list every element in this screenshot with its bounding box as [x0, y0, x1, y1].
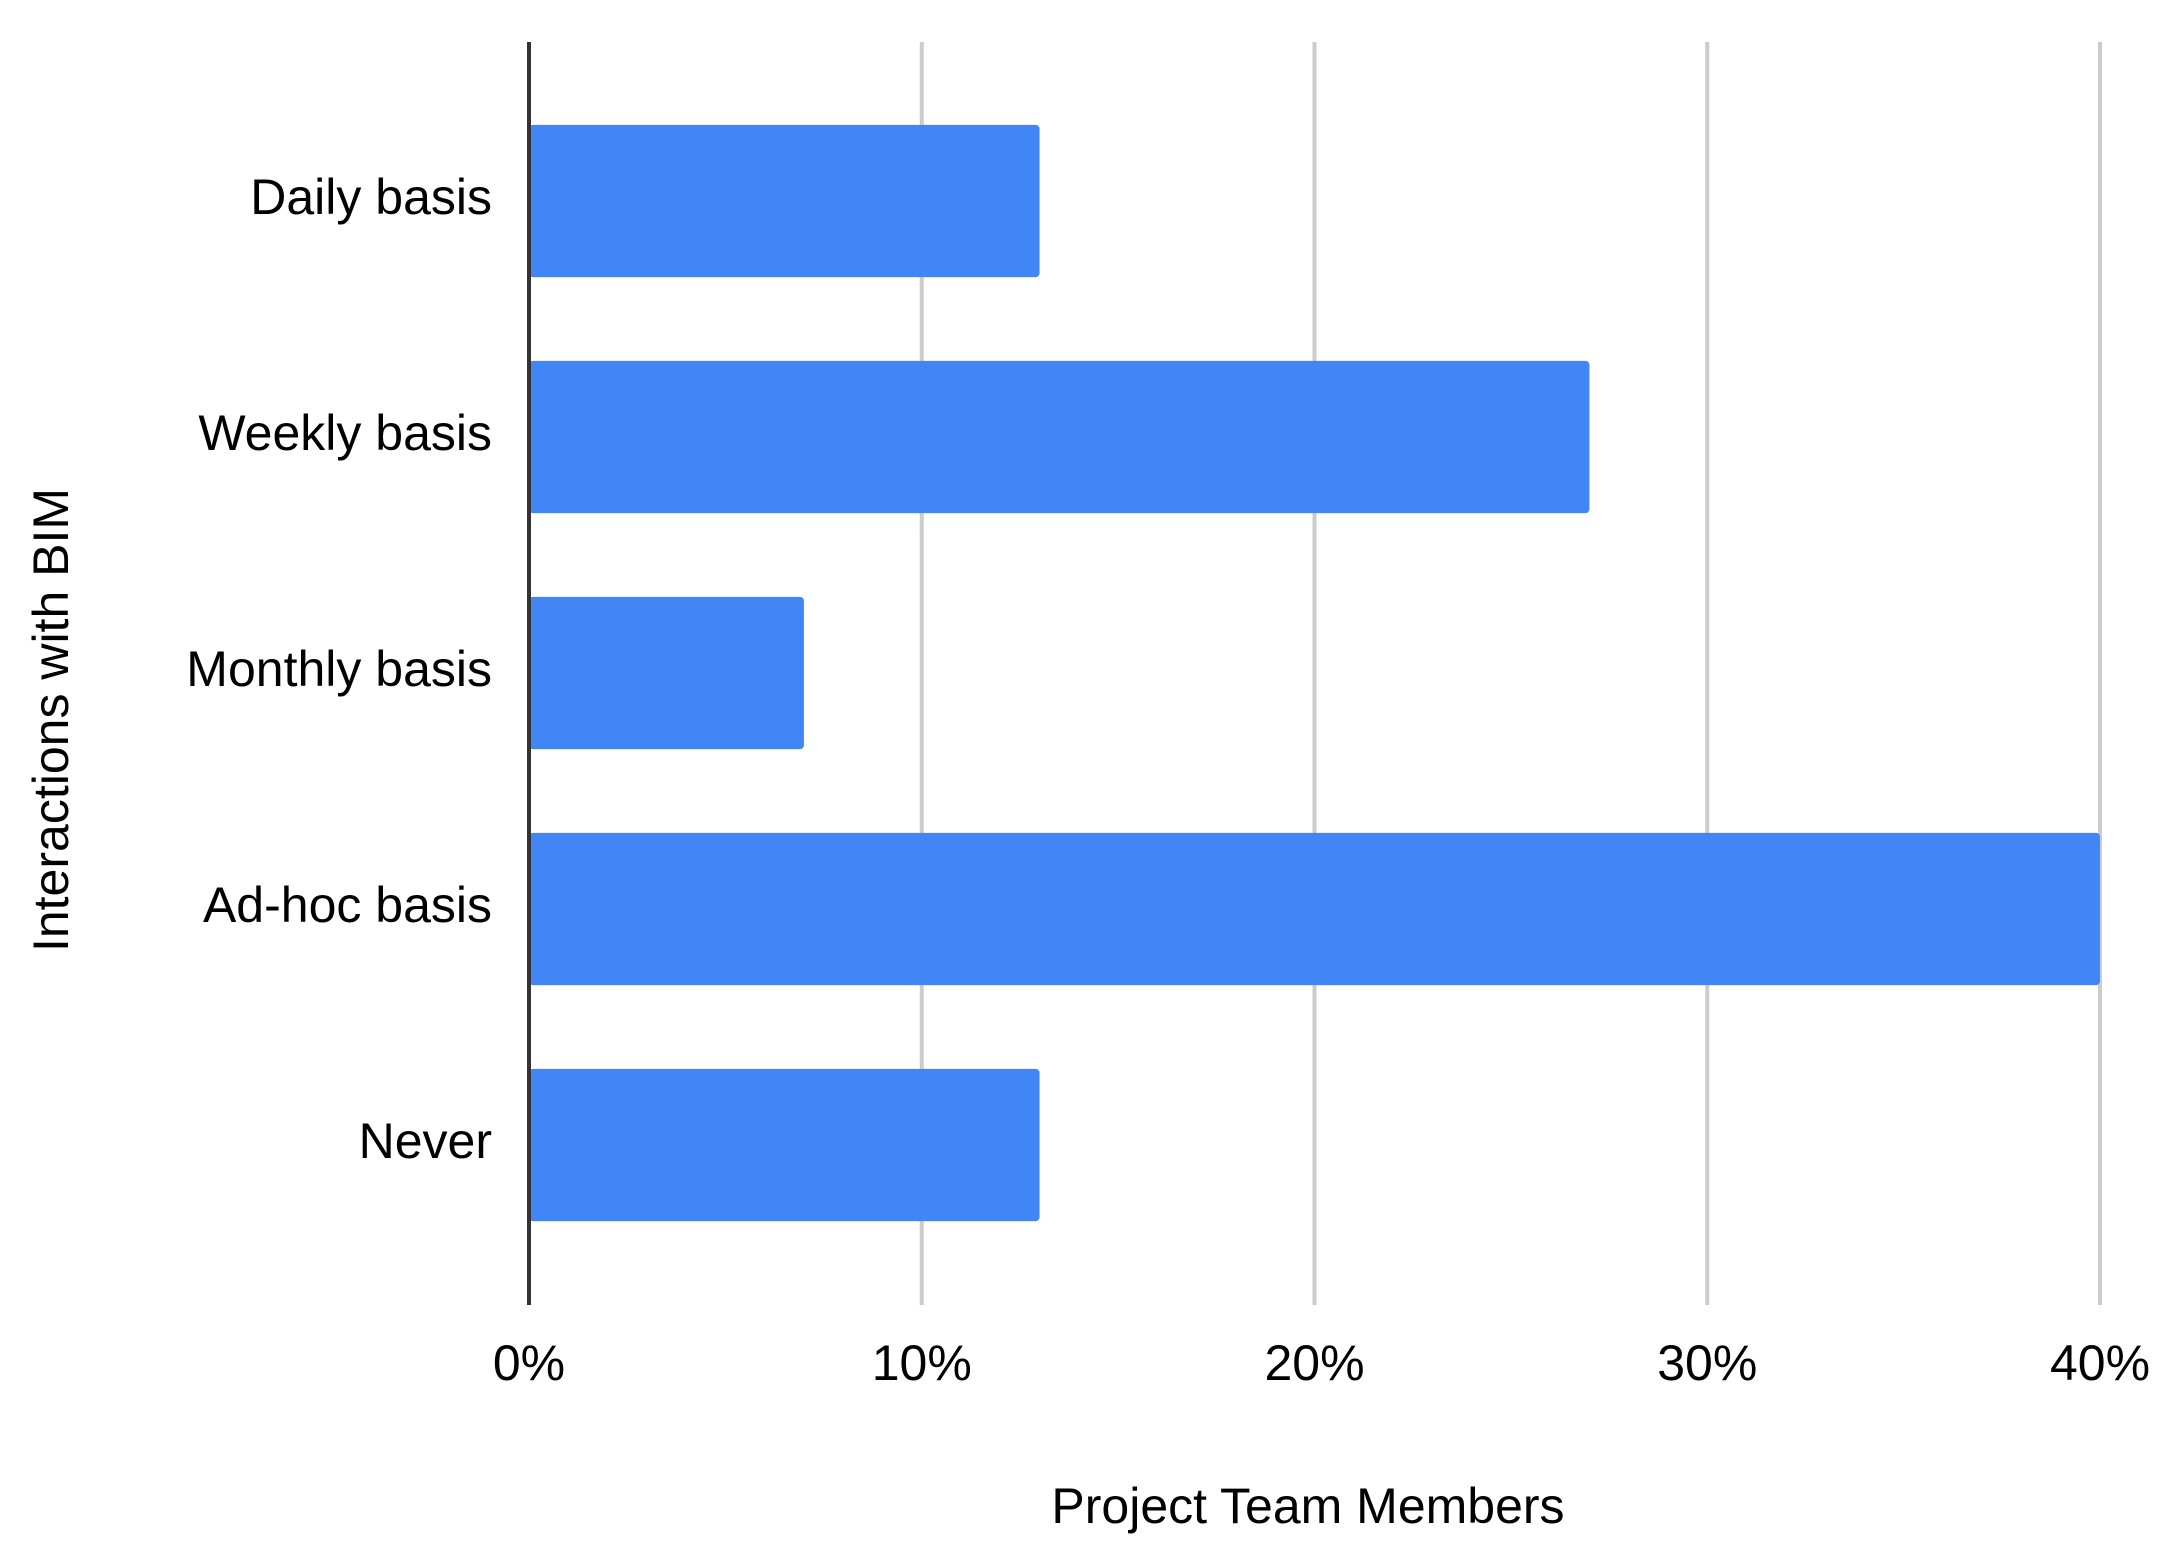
- x-tick-label: 10%: [872, 1335, 972, 1391]
- x-tick-label: 40%: [2050, 1335, 2150, 1391]
- bar: [529, 1068, 1040, 1222]
- x-tick-label: 30%: [1657, 1335, 1757, 1391]
- bar: [529, 596, 804, 750]
- x-axis-title: Project Team Members: [1051, 1478, 1564, 1534]
- bar: [529, 360, 1590, 514]
- y-tick-label: Never: [359, 1113, 492, 1169]
- y-tick-label: Monthly basis: [186, 641, 492, 697]
- x-tick-label: 20%: [1264, 1335, 1364, 1391]
- y-tick-label: Weekly basis: [198, 405, 492, 461]
- y-axis-title: Interactions with BIM: [23, 488, 79, 952]
- y-tick-label: Daily basis: [250, 169, 492, 225]
- bar: [529, 832, 2100, 986]
- y-tick-label: Ad-hoc basis: [203, 877, 492, 933]
- x-tick-label: 0%: [493, 1335, 565, 1391]
- bar: [529, 124, 1040, 278]
